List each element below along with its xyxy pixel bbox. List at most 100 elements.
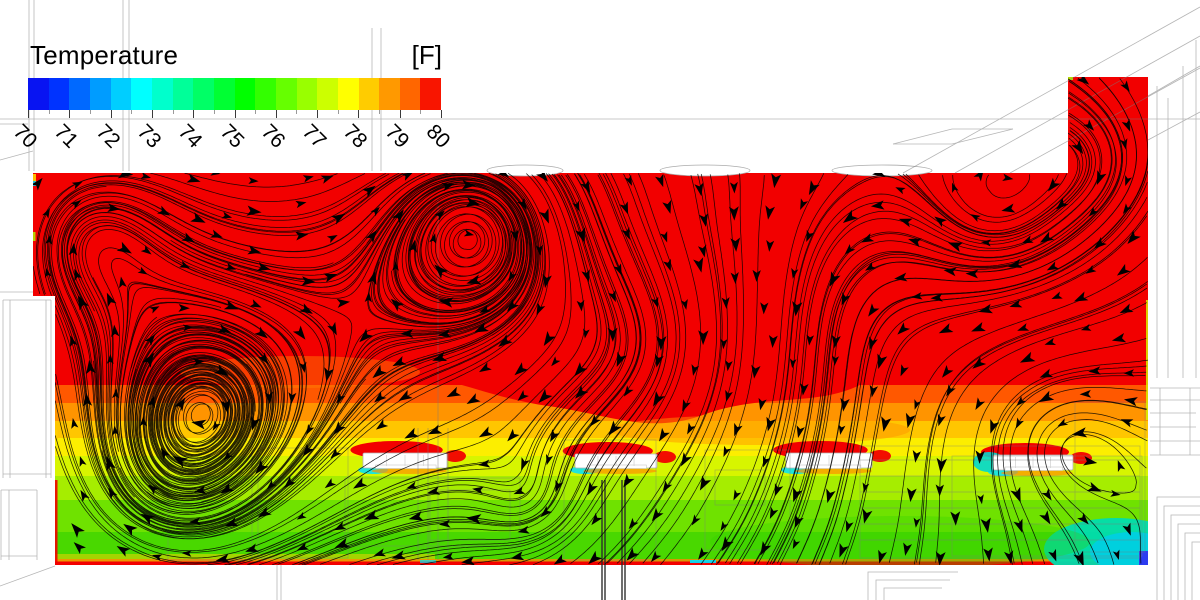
streamline — [1027, 400, 1147, 564]
tick-mark — [296, 110, 298, 114]
streamline — [258, 174, 621, 565]
streamline — [392, 173, 663, 565]
streamline — [766, 92, 1117, 565]
streamline — [420, 173, 668, 565]
tick-mark — [48, 110, 50, 114]
streamline — [616, 174, 728, 564]
tick-mark — [358, 110, 360, 118]
colorbar-tick-labels: 70 71 72 73 74 75 76 77 78 79 80 — [9, 120, 488, 180]
streamline — [997, 371, 1147, 565]
streamline — [796, 77, 1137, 563]
streamline — [54, 174, 586, 559]
temperature-legend: Temperature [F] 70 71 72 73 74 75 76 77 78 79 80 — [9, 40, 455, 160]
streamline — [916, 281, 1148, 563]
colorbar-segment — [420, 78, 442, 110]
streamline — [147, 358, 250, 476]
streamline — [819, 171, 1148, 565]
velocity-arrows — [33, 77, 1141, 565]
heat-source-unit — [362, 452, 448, 469]
streamline — [101, 177, 529, 526]
streamline — [736, 112, 1103, 564]
colorbar-segment — [399, 78, 421, 110]
colorbar-segment — [131, 78, 152, 110]
colorbar-tick-label: 80 — [421, 120, 455, 153]
colorbar-segment — [89, 78, 111, 110]
streamline — [58, 172, 456, 530]
tick-mark — [110, 110, 112, 118]
streamline — [127, 333, 273, 498]
streamline — [729, 122, 1096, 565]
streamline — [845, 215, 1148, 565]
streamline — [66, 174, 536, 525]
legend-unit: [F] — [411, 40, 442, 70]
tick-mark — [399, 110, 401, 118]
streamline — [897, 132, 1087, 236]
colorbar-segment — [337, 78, 359, 110]
streamline — [642, 173, 744, 564]
colorbar-segment — [275, 78, 297, 110]
streamline — [54, 174, 572, 553]
streamline — [150, 172, 366, 202]
colorbar-segment — [317, 78, 338, 110]
streamline — [607, 173, 723, 564]
streamline — [47, 173, 540, 534]
streamline — [717, 130, 1090, 564]
colorbar-segment — [379, 78, 400, 110]
streamline — [376, 173, 665, 565]
streamline — [128, 320, 284, 503]
streamline — [1027, 399, 1147, 564]
streamline — [604, 173, 722, 565]
colorbar-segment — [172, 78, 194, 110]
colorbar-tick-label: 74 — [173, 120, 207, 153]
streamline — [131, 326, 279, 502]
colorbar-tick-label: 76 — [256, 120, 290, 153]
streamline — [918, 287, 1148, 565]
streamline — [700, 173, 825, 565]
tick-mark — [420, 110, 422, 114]
colorbar-segment — [69, 78, 90, 110]
tick-mark — [151, 110, 153, 118]
streamline — [739, 114, 1101, 565]
colorbar-segment — [255, 78, 276, 110]
streamline — [629, 174, 738, 564]
streamline — [349, 174, 658, 565]
tick-mark — [89, 110, 91, 114]
streamline — [149, 355, 256, 474]
streamline — [66, 178, 531, 528]
streamline — [754, 96, 1113, 565]
colorbar-segment — [48, 78, 70, 110]
streamline — [905, 145, 1081, 234]
colorbar-segment — [213, 78, 235, 110]
streamline — [43, 172, 550, 540]
streamline — [1044, 419, 1148, 565]
colorbar-segment — [296, 78, 318, 110]
streamline — [757, 91, 1116, 564]
tick-mark — [255, 110, 257, 114]
streamline — [1002, 375, 1146, 564]
tick-mark — [337, 110, 339, 114]
streamline — [138, 347, 263, 489]
streamline — [36, 173, 390, 296]
colorbar-segment — [151, 78, 173, 110]
streamline — [61, 201, 500, 525]
streamline — [319, 174, 647, 565]
streamline — [151, 359, 253, 479]
streamline — [45, 172, 542, 535]
streamline — [779, 77, 1128, 565]
streamline — [532, 173, 687, 565]
tick-mark — [379, 110, 380, 114]
colorbar-segment — [193, 78, 214, 110]
streamline — [37, 173, 386, 295]
streamline — [292, 173, 637, 565]
colorbar-tick-label: 71 — [50, 120, 83, 153]
streamline — [724, 127, 1093, 564]
streamline — [985, 174, 1031, 199]
streamline — [68, 222, 331, 522]
tick-mark — [69, 110, 71, 118]
streamline — [777, 78, 1123, 564]
streamline — [125, 313, 288, 507]
heat-source-unit — [992, 454, 1074, 471]
tick-mark — [28, 110, 29, 118]
